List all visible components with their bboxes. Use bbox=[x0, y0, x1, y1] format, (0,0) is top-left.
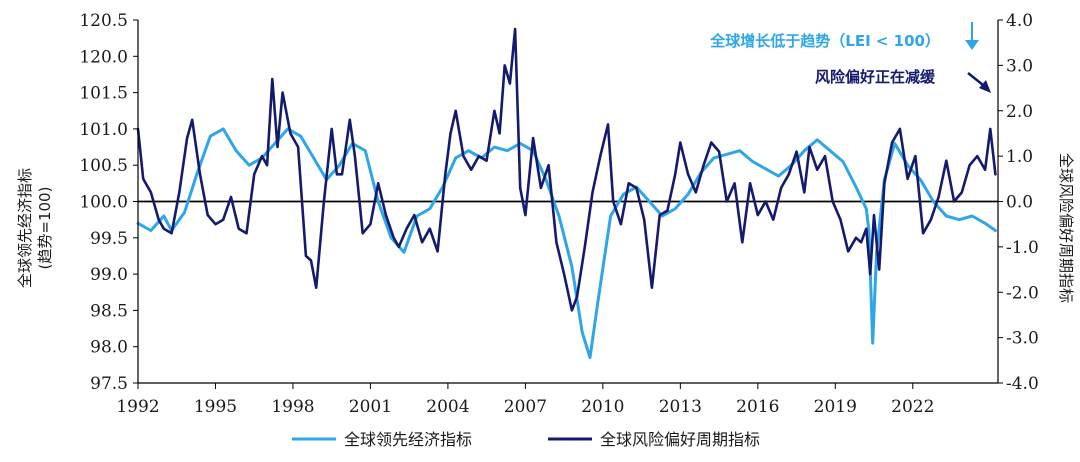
left-axis-title: 全球领先经济指标 bbox=[16, 168, 34, 288]
right-tick-label: 2.0 bbox=[1006, 102, 1033, 122]
x-tick-label: 2001 bbox=[349, 397, 392, 417]
annotation-risk-appetite-slowing: 风险偏好正在减缓 bbox=[815, 68, 936, 86]
legend: 全球领先经济指标 全球风险偏好周期指标 bbox=[292, 430, 760, 449]
right-tick-label: -1.0 bbox=[1006, 238, 1039, 258]
right-tick-label: 0.0 bbox=[1006, 193, 1033, 213]
arrow-down-right-icon bbox=[967, 72, 991, 93]
left-tick-label: 120.0 bbox=[79, 47, 128, 67]
x-tick-label: 2010 bbox=[581, 397, 624, 417]
legend-label-lei: 全球领先经济指标 bbox=[344, 430, 472, 449]
right-tick-label: 1.0 bbox=[1006, 147, 1033, 167]
x-tick-label: 1998 bbox=[271, 397, 314, 417]
x-tick-label: 2004 bbox=[426, 397, 469, 417]
legend-label-risk: 全球风险偏好周期指标 bbox=[600, 430, 760, 449]
right-tick-label: 4.0 bbox=[1006, 11, 1033, 31]
left-tick-label: 100.0 bbox=[79, 193, 128, 213]
series-layer bbox=[136, 27, 997, 360]
left-tick-label: 98.0 bbox=[90, 338, 128, 358]
left-tick-label: 120.5 bbox=[79, 11, 128, 31]
right-tick-label: -3.0 bbox=[1006, 329, 1039, 349]
left-tick-label: 100.5 bbox=[79, 156, 128, 176]
x-tick-label: 2007 bbox=[504, 397, 547, 417]
x-tick-label: 1992 bbox=[116, 397, 159, 417]
annotation-lei-below-trend: 全球增长低于趋势（LEI < 100） bbox=[709, 32, 940, 50]
left-tick-label: 101.5 bbox=[79, 84, 128, 104]
x-tick-label: 2016 bbox=[736, 397, 779, 417]
left-tick-label: 99.5 bbox=[90, 229, 128, 249]
series-line-risk-appetite bbox=[136, 27, 997, 312]
right-axis-title: 全球风险偏好周期指标 bbox=[1057, 153, 1075, 303]
right-tick-label: -2.0 bbox=[1006, 283, 1039, 303]
x-tick-label: 2022 bbox=[891, 397, 934, 417]
right-tick-label: 3.0 bbox=[1006, 56, 1033, 76]
left-tick-label: 101.0 bbox=[79, 120, 128, 140]
left-tick-label: 99.0 bbox=[90, 265, 128, 285]
left-tick-label: 98.5 bbox=[90, 301, 128, 321]
arrow-down-icon bbox=[965, 22, 979, 50]
right-tick-label: -4.0 bbox=[1006, 374, 1039, 394]
series-line-lei bbox=[136, 127, 997, 360]
x-tick-label: 2013 bbox=[659, 397, 702, 417]
left-tick-label: 97.5 bbox=[90, 374, 128, 394]
left-axis-subtitle: (趋势=100) bbox=[36, 187, 54, 270]
axis-layer: 97.5 98.0 98.5 99.0 99.5 100.0 100.5 101.0 101.5… bbox=[79, 11, 1038, 417]
x-tick-label: 2019 bbox=[814, 397, 857, 417]
x-tick-label: 1995 bbox=[194, 397, 237, 417]
